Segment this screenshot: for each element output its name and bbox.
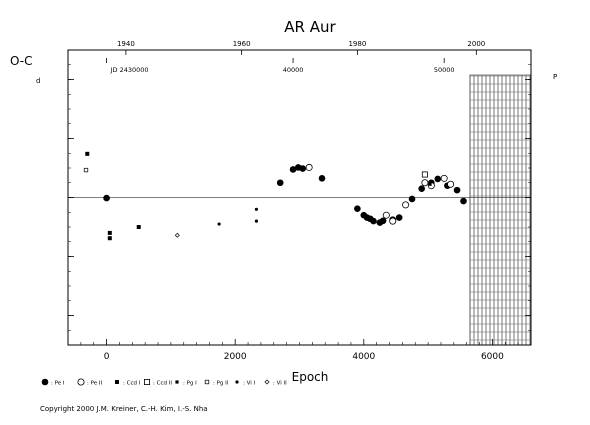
legend-marker bbox=[204, 379, 210, 385]
legend-marker bbox=[264, 379, 270, 385]
y-axis-label: O-C bbox=[10, 54, 33, 68]
data-point bbox=[299, 165, 307, 172]
legend-label: : Pg I bbox=[183, 381, 197, 387]
x-tick-label: 4000 bbox=[352, 352, 375, 362]
right-unit-mark: P bbox=[553, 73, 557, 81]
x-axis-label: Epoch bbox=[292, 370, 329, 384]
chart-title: AR Aur bbox=[284, 18, 336, 36]
data-point bbox=[434, 175, 442, 183]
data-point bbox=[107, 230, 112, 235]
legend-label: : Pe II bbox=[87, 381, 102, 387]
data-point bbox=[440, 174, 448, 182]
data-point bbox=[389, 217, 397, 225]
data-point bbox=[382, 211, 390, 219]
legend-label: : Pg II bbox=[213, 381, 229, 387]
jd-tick-label: 40000 bbox=[283, 66, 304, 74]
legend-label: : Vi II bbox=[273, 381, 287, 387]
data-point bbox=[460, 197, 467, 205]
x-tick-label: 6000 bbox=[481, 352, 504, 362]
data-point bbox=[402, 201, 410, 209]
data-point bbox=[408, 195, 416, 203]
data-point bbox=[103, 194, 110, 202]
plot-frame bbox=[67, 49, 532, 346]
year-tick-label: 1940 bbox=[117, 40, 135, 48]
data-point bbox=[418, 185, 425, 192]
data-point bbox=[453, 186, 461, 194]
legend-label: : Ccd II bbox=[153, 381, 172, 387]
future-zone-hatch bbox=[469, 74, 532, 346]
jd-tick-label: JD 2430000 bbox=[110, 66, 149, 74]
data-point bbox=[379, 217, 387, 225]
x-tick-label: 0 bbox=[104, 352, 110, 362]
year-tick-label: 1980 bbox=[348, 40, 366, 48]
data-point bbox=[318, 175, 326, 182]
data-point bbox=[217, 222, 221, 226]
x-tick-label: 2000 bbox=[224, 352, 247, 362]
copyright-notice: Copyright 2000 J.M. Kreiner, C.-H. Kim, … bbox=[40, 405, 208, 413]
data-point bbox=[370, 217, 377, 225]
year-tick-label: 1960 bbox=[233, 40, 251, 48]
legend-marker bbox=[175, 380, 179, 384]
data-point bbox=[428, 182, 432, 186]
data-point bbox=[354, 205, 361, 213]
legend-marker bbox=[41, 378, 49, 386]
data-point bbox=[421, 179, 429, 187]
jd-tick-label: 50000 bbox=[434, 66, 455, 74]
data-point bbox=[447, 180, 455, 188]
legend-marker bbox=[77, 378, 85, 386]
data-point bbox=[289, 166, 297, 173]
data-point bbox=[85, 151, 90, 156]
legend-marker bbox=[143, 378, 150, 385]
data-point bbox=[254, 219, 259, 223]
legend-label: : Vi I bbox=[243, 381, 256, 387]
legend-label: : Ccd I bbox=[123, 381, 141, 387]
data-point bbox=[276, 179, 284, 187]
data-point bbox=[395, 214, 403, 221]
data-point bbox=[107, 236, 112, 241]
data-point bbox=[136, 225, 141, 229]
legend-marker bbox=[235, 380, 239, 384]
data-point bbox=[174, 232, 180, 238]
data-point bbox=[83, 167, 89, 173]
year-tick-label: 2000 bbox=[467, 40, 485, 48]
legend-marker bbox=[115, 380, 119, 384]
legend: : Pe I : Pe II : Ccd I : Ccd II : Pg I : Pg I… bbox=[41, 378, 287, 387]
data-point bbox=[421, 171, 428, 178]
data-point bbox=[305, 163, 313, 171]
data-point bbox=[254, 207, 259, 211]
left-unit-mark: d bbox=[36, 77, 40, 85]
legend-label: : Pe I bbox=[51, 381, 65, 387]
